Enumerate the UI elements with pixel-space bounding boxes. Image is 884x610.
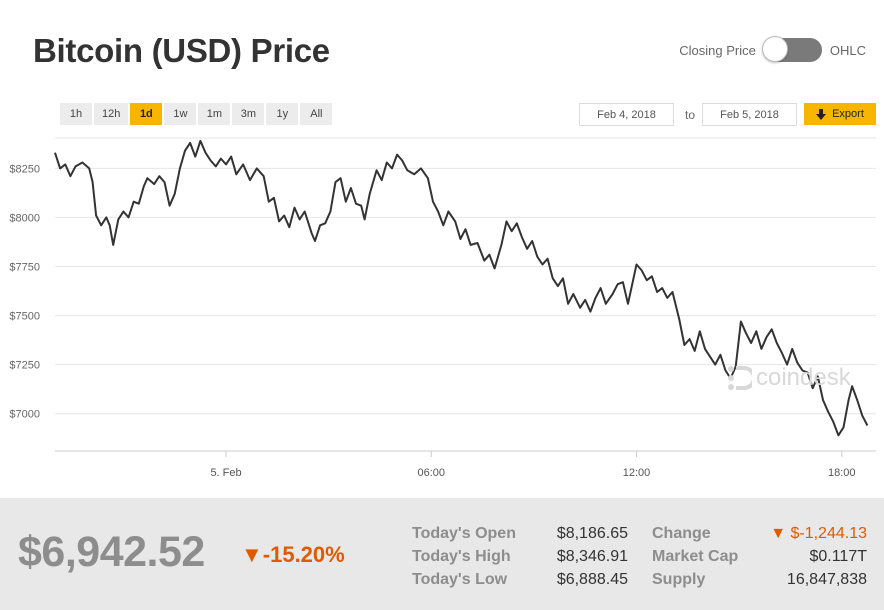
today-open-label: Today's Open xyxy=(412,525,516,542)
y-tick-label: $8250 xyxy=(9,163,40,175)
range-button-1w[interactable]: 1w xyxy=(164,103,197,125)
today-high-label: Today's High xyxy=(412,548,511,565)
range-button-1y[interactable]: 1y xyxy=(266,103,299,125)
range-button-1d[interactable]: 1d xyxy=(130,103,163,125)
date-from-input[interactable]: Feb 4, 2018 xyxy=(579,103,674,126)
change-value: ▼ $-1,244.13 xyxy=(770,525,867,542)
market-cap-value: $0.117T xyxy=(809,548,867,565)
today-low-label: Today's Low xyxy=(412,571,508,588)
page-title: Bitcoin (USD) Price xyxy=(33,32,330,69)
y-tick-label: $8000 xyxy=(9,212,40,224)
x-tick-label: 5. Feb xyxy=(210,467,241,479)
watermark-text: coindesk xyxy=(756,364,851,391)
x-tick-label: 06:00 xyxy=(418,467,446,479)
stats-values-col1: $8,186.65 $8,346.91 $6,888.45 xyxy=(530,522,628,591)
date-to-input[interactable]: Feb 5, 2018 xyxy=(702,103,797,126)
current-price: $6,942.52 xyxy=(18,528,205,576)
today-low-value: $6,888.45 xyxy=(556,571,628,588)
range-button-3m[interactable]: 3m xyxy=(232,103,265,125)
today-open-value: $8,186.65 xyxy=(556,525,628,542)
export-label: Export xyxy=(832,108,864,120)
supply-value: 16,847,838 xyxy=(786,571,867,588)
market-cap-label: Market Cap xyxy=(652,548,739,565)
coindesk-watermark: coindesk xyxy=(726,364,851,392)
today-high-value: $8,346.91 xyxy=(556,548,628,565)
toggle-label-closing-price: Closing Price xyxy=(679,42,756,58)
change-percent: ▼-15.20% xyxy=(241,542,345,567)
y-tick-label: $7000 xyxy=(9,409,40,421)
y-tick-label: $7250 xyxy=(9,360,40,372)
export-button[interactable]: Export xyxy=(804,103,876,125)
x-tick-label: 12:00 xyxy=(623,467,651,479)
toggle-knob[interactable] xyxy=(761,36,788,62)
range-button-12h[interactable]: 12h xyxy=(94,103,129,125)
range-button-all[interactable]: All xyxy=(300,103,333,125)
price-mode-toggle[interactable] xyxy=(761,36,822,62)
price-summary-footer: $6,942.52 ▼-15.20% Today's Open Today's … xyxy=(0,498,884,610)
price-series-line[interactable] xyxy=(54,139,869,437)
x-tick-label: 18:00 xyxy=(828,467,856,479)
coindesk-logo-icon xyxy=(728,366,752,390)
stats-values-col2: ▼ $-1,244.13 $0.117T 16,847,838 xyxy=(752,522,867,591)
price-chart[interactable]: $7000 $7250 $7500 $7750 $8000 $8250 5. Feb 06:0… xyxy=(0,135,884,490)
download-arrow-icon xyxy=(816,108,827,120)
y-tick-label: $7750 xyxy=(9,262,40,274)
stats-labels-col2: Change Market Cap Supply xyxy=(652,522,752,591)
price-mode-toggle-group: Closing Price OHLC xyxy=(679,36,866,62)
range-button-1m[interactable]: 1m xyxy=(198,103,231,125)
change-label: Change xyxy=(652,525,711,542)
supply-label: Supply xyxy=(652,571,706,588)
toggle-label-ohlc: OHLC xyxy=(829,42,866,58)
y-tick-label: $7500 xyxy=(9,311,40,323)
range-button-1h[interactable]: 1h xyxy=(60,103,92,125)
range-selector: 1h 12h 1d 1w 1m 3m 1y All xyxy=(60,103,333,125)
stats-labels-col1: Today's Open Today's High Today's Low xyxy=(412,522,528,591)
date-range-to-label: to xyxy=(685,108,696,122)
